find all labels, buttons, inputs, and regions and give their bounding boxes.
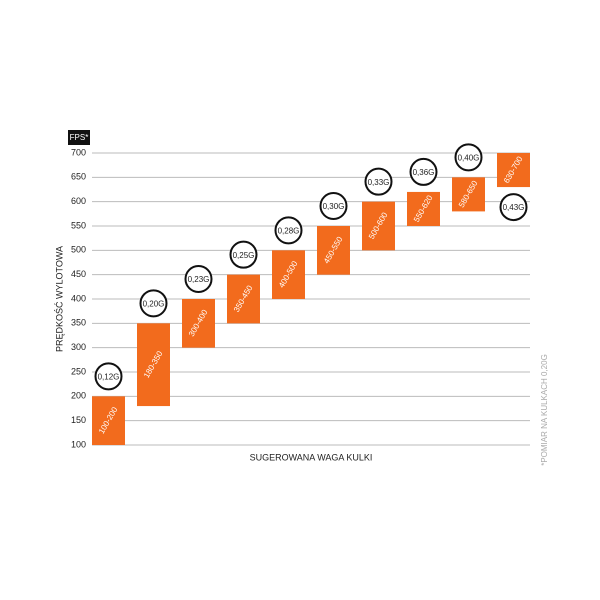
footnote: *POMIAR NA KULKACH 0,20G xyxy=(540,354,549,466)
weight-badge xyxy=(229,240,258,269)
y-tick-label: 700 xyxy=(71,147,86,157)
unit-box xyxy=(68,130,90,145)
weight-label: 0,43G xyxy=(503,203,525,212)
bar xyxy=(227,274,260,324)
weight-label: 0,20G xyxy=(143,299,165,308)
bar xyxy=(407,191,440,226)
bar xyxy=(362,201,395,251)
weight-label: 0,30G xyxy=(323,202,345,211)
y-tick-label: 550 xyxy=(71,220,86,230)
bar xyxy=(137,323,170,407)
unit-label: FPS* xyxy=(70,133,89,142)
y-tick-label: 450 xyxy=(71,269,86,279)
weight-badge xyxy=(184,265,213,293)
y-tick-label: 350 xyxy=(71,318,86,328)
weight-badge xyxy=(139,289,168,318)
y-tick-label: 500 xyxy=(71,245,86,255)
bar xyxy=(182,299,215,348)
y-tick-label: 600 xyxy=(71,196,86,206)
y-axis-label: PRĘDKOŚĆ WYLOTOWA xyxy=(53,246,64,352)
x-axis-label: SUGEROWANA WAGA KULKI xyxy=(250,452,373,462)
weight-badge xyxy=(499,193,528,222)
bar xyxy=(452,177,485,212)
weight-label: 0,28G xyxy=(278,226,300,235)
weight-label: 0,12G xyxy=(98,372,120,381)
bar xyxy=(272,250,305,299)
y-tick-label: 250 xyxy=(71,366,86,376)
weight-label: 0,25G xyxy=(233,251,255,260)
y-tick-label: 200 xyxy=(71,391,86,401)
y-tick-label: 150 xyxy=(71,415,86,425)
weight-badge xyxy=(94,362,123,391)
weight-label: 0,40G xyxy=(458,153,480,162)
weight-badge xyxy=(319,192,348,220)
y-tick-label: 400 xyxy=(71,293,86,303)
y-tick-label: 300 xyxy=(71,342,86,352)
weight-badge xyxy=(409,157,438,186)
y-tick-label: 100 xyxy=(71,439,86,449)
bar xyxy=(92,396,125,445)
weight-badge xyxy=(364,167,393,196)
weight-label: 0,23G xyxy=(188,275,210,284)
y-tick-label: 650 xyxy=(71,172,86,182)
bar xyxy=(497,153,530,188)
bar xyxy=(317,226,350,275)
weight-label: 0,36G xyxy=(413,168,435,177)
weight-label: 0,33G xyxy=(368,178,390,187)
weight-badge xyxy=(274,216,303,245)
weight-badge xyxy=(454,143,483,172)
